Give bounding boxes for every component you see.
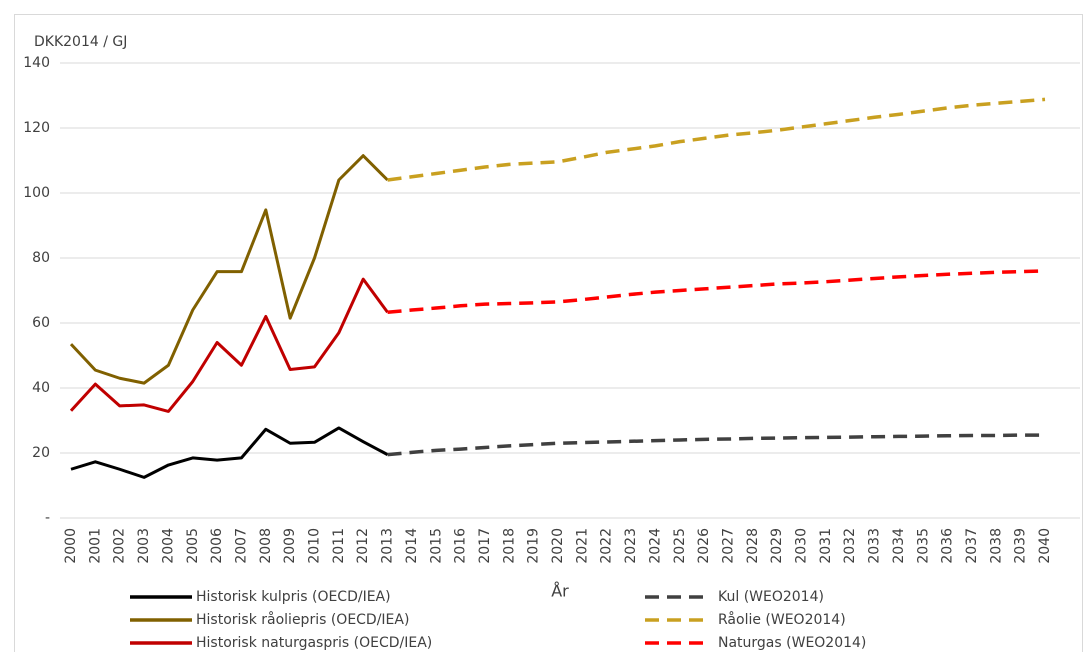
series-line [69, 277, 389, 413]
y-tick-label: 40 [32, 380, 50, 396]
x-tick-label: 2013 [380, 528, 396, 564]
x-tick-label: 2037 [964, 528, 980, 564]
series-line [70, 426, 389, 479]
legend-label: Historisk råoliepris (OECD/IEA) [196, 611, 409, 628]
x-tick-label: 2029 [769, 528, 785, 564]
x-tick-label: 2016 [453, 528, 469, 564]
x-tick-label: 2001 [87, 528, 103, 564]
legend-label: Råolie (WEO2014) [718, 611, 846, 628]
x-tick-label: 2011 [331, 528, 347, 564]
x-tick-label: 2022 [599, 528, 615, 564]
x-tick-label: 2006 [209, 528, 225, 564]
x-axis-label: År [551, 582, 569, 601]
x-tick-label: 2000 [63, 528, 79, 564]
x-tick-label: 2030 [794, 528, 810, 564]
x-tick-label: 2002 [112, 528, 128, 564]
x-tick-label: 2036 [940, 528, 956, 564]
legend-label: Naturgas (WEO2014) [718, 635, 866, 651]
chart-frame [14, 14, 1083, 656]
x-tick-label: 2003 [136, 528, 152, 564]
x-tick-label: 2019 [526, 528, 542, 564]
x-tick-label: 2008 [258, 528, 274, 564]
x-tick-label: 2025 [672, 528, 688, 564]
x-tick-label: 2020 [550, 528, 566, 564]
series-line [69, 154, 389, 385]
x-tick-label: 2026 [696, 528, 712, 564]
legend-label: Kul (WEO2014) [718, 589, 824, 605]
x-tick-label: 2034 [891, 528, 907, 564]
x-tick-label: 2035 [915, 528, 931, 564]
x-tick-label: 2005 [185, 528, 201, 564]
x-tick-label: 2007 [233, 528, 249, 564]
x-tick-label: 2027 [720, 528, 736, 564]
x-tick-label: 2017 [477, 528, 493, 564]
legend-label: Historisk naturgaspris (OECD/IEA) [196, 635, 432, 651]
y-tick-label: - [45, 510, 50, 526]
x-tick-label: 2015 [428, 528, 444, 564]
x-tick-label: 2033 [867, 528, 883, 564]
x-tick-label: 2032 [842, 528, 858, 564]
y-tick-label: 140 [23, 55, 50, 71]
y-tick-label: 120 [23, 120, 50, 136]
x-tick-label: 2028 [745, 528, 761, 564]
x-tick-label: 2018 [501, 528, 517, 564]
y-tick-label: 20 [32, 445, 50, 461]
x-tick-label: 2004 [160, 528, 176, 564]
y-tick-label: 100 [23, 185, 50, 201]
x-tick-label: 2039 [1013, 528, 1029, 564]
x-tick-label: 2010 [307, 528, 323, 564]
x-tick-label: 2023 [623, 528, 639, 564]
x-tick-label: 2009 [282, 528, 298, 564]
x-tick-label: 2040 [1037, 528, 1053, 564]
x-tick-label: 2024 [647, 528, 663, 564]
x-tick-label: 2012 [355, 528, 371, 564]
y-tick-label: 60 [32, 315, 50, 331]
x-tick-label: 2038 [988, 528, 1004, 564]
x-tick-label: 2021 [574, 528, 590, 564]
x-tick-label: 2014 [404, 528, 420, 564]
y-axis-label: DKK2014 / GJ [34, 34, 127, 50]
y-tick-label: 80 [32, 250, 50, 266]
series-line [387, 97, 1046, 182]
x-tick-label: 2031 [818, 528, 834, 564]
legend-label: Historisk kulpris (OECD/IEA) [196, 589, 391, 605]
